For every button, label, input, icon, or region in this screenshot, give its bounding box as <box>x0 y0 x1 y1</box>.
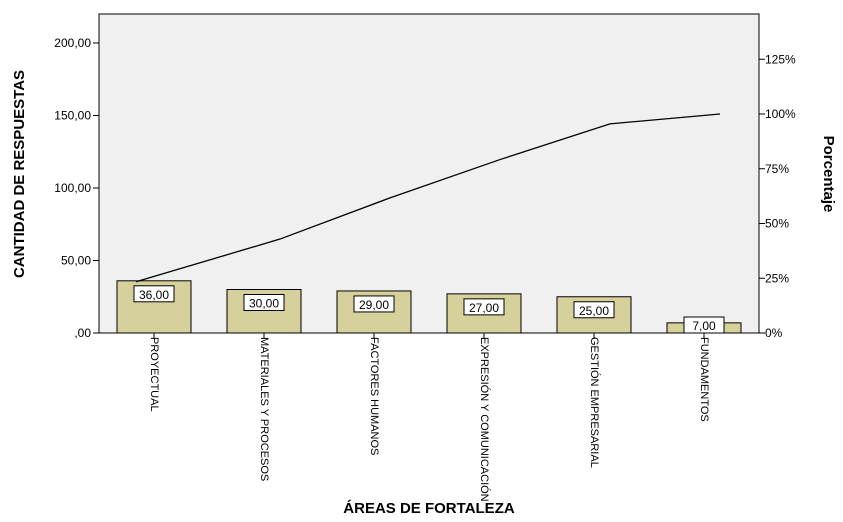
data-label-4: 27,00 <box>469 301 499 315</box>
y-tick-label-5: 200,00 <box>54 36 91 50</box>
y-tick-label-1: ,00 <box>74 326 91 340</box>
plot-area <box>98 13 760 334</box>
data-label-box-4 <box>463 298 505 316</box>
cumulative-percent-line <box>135 113 721 283</box>
y-tick-label-4: 150,00 <box>54 109 91 123</box>
x-tick-label-4: EXPRESIÓN Y COMUNICACIÓN <box>478 337 491 502</box>
x-axis-title: ÁREAS DE FORTALEZA <box>343 500 515 517</box>
data-label-box-1 <box>133 285 175 303</box>
y2-tick-label-6: 125% <box>765 52 796 66</box>
x-tick-label-3: FACTORES HUMANOS <box>368 337 380 455</box>
data-label-6: 7,00 <box>692 319 716 333</box>
y2-tick-label-2: 25% <box>765 271 789 285</box>
data-label-3: 29,00 <box>359 298 389 312</box>
y2-tick-label-3: 50% <box>765 217 789 231</box>
data-label-box-2 <box>243 294 285 311</box>
y2-axis-title: Porcentaje <box>820 136 837 213</box>
data-label-box-5 <box>573 301 615 319</box>
data-label-5: 25,00 <box>579 304 609 318</box>
x-tick-label-5: GESTIÓN EMPRESARIAL <box>588 337 601 468</box>
y-axis-title: CANTIDAD DE RESPUESTAS <box>11 70 28 278</box>
y2-tick-label-1: 0% <box>765 326 783 340</box>
data-label-2: 30,00 <box>249 297 279 311</box>
y-tick-label-3: 100,00 <box>54 181 91 195</box>
x-tick-label-2: MATERIALES Y PROCESOS <box>258 337 270 481</box>
y2-tick-label-4: 75% <box>765 162 789 176</box>
y-tick-label-2: 50,00 <box>61 254 91 268</box>
data-label-box-3 <box>353 295 395 313</box>
data-label-1: 36,00 <box>139 288 169 302</box>
x-tick-label-6: FUNDAMENTOS <box>698 337 710 422</box>
y2-tick-label-5: 100% <box>765 107 796 121</box>
x-tick-label-1: PROYECTUAL <box>148 337 160 412</box>
